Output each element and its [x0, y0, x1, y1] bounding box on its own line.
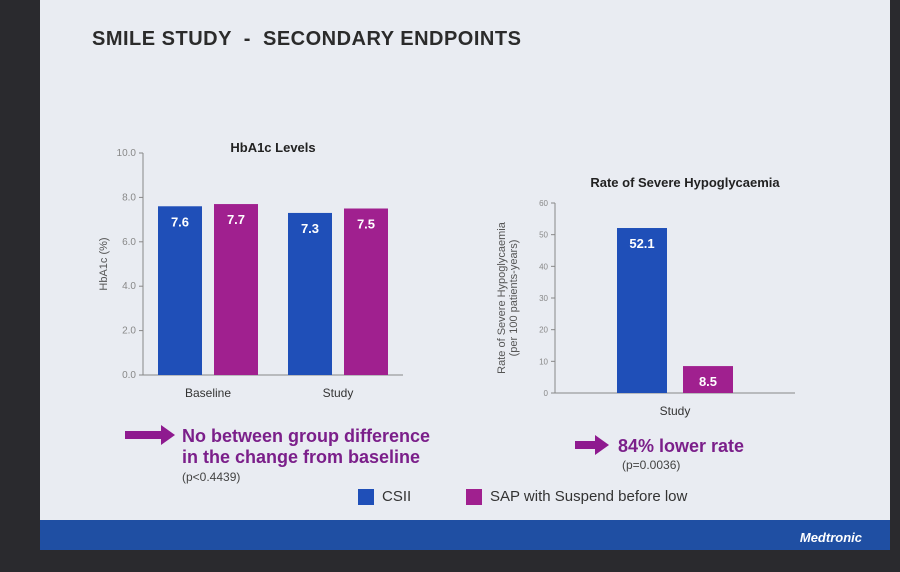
x-category-label: Baseline: [185, 386, 231, 400]
y-tick-label: 0.0: [122, 370, 136, 381]
legend-sap: SAP with Suspend before low: [466, 488, 687, 505]
bar-value-label: 52.1: [629, 236, 654, 251]
legend-label-sap: SAP with Suspend before low: [490, 488, 688, 505]
right-arrow-icon: [575, 435, 609, 455]
bar-csii: [158, 206, 202, 375]
bar-csii: [288, 212, 332, 375]
left-note: No between group difference in the chang…: [182, 426, 430, 468]
y-tick-label: 8.0: [122, 192, 136, 203]
y-tick-label: 30: [539, 294, 548, 303]
bar-value-label: 7.7: [227, 212, 245, 227]
y-tick-label: 10.0: [117, 148, 137, 159]
footer-bar: Medtronic: [40, 520, 890, 550]
legend-swatch-csii: [358, 488, 374, 505]
y-tick-label: 0: [544, 389, 549, 398]
bar-value-label: 7.6: [171, 214, 189, 229]
brand-logo: Medtronic: [799, 530, 862, 545]
left-p-value: (p<0.4439): [182, 470, 241, 484]
bar-value-label: 8.5: [699, 374, 717, 389]
left-arrow-icon: [125, 425, 175, 445]
y-tick-label: 6.0: [122, 237, 136, 248]
bar-sap: [683, 366, 733, 393]
slide: SMILE STUDY - SECONDARY ENDPOINTS HbA1c …: [40, 0, 890, 550]
right-p-value: (p=0.0036): [622, 458, 681, 472]
bar-value-label: 7.3: [301, 221, 319, 236]
legend-csii: CSII: [358, 488, 411, 505]
legend-label-csii: CSII: [382, 488, 412, 505]
y-tick-label: 10: [539, 357, 548, 366]
y-tick-label: 4.0: [122, 281, 136, 292]
left-note-line1: No between group difference: [182, 426, 431, 446]
bar-value-label: 7.5: [357, 217, 375, 232]
bar-sap: [214, 204, 258, 375]
hba1c-chart: HbA1c Levels 0.0 2.0 4.0 6.0 8.0 10.0 HbA1c (%)…: [98, 140, 403, 400]
bar-sap: [344, 208, 388, 375]
y-axis-label: Rate of Severe Hypoglycaemia: [496, 221, 508, 374]
y-tick-label: 20: [539, 326, 548, 335]
y-tick-label: 60: [539, 199, 548, 208]
chart-title: Rate of Severe Hypoglycaemia: [590, 175, 780, 190]
slide-title: SMILE STUDY - SECONDARY ENDPOINTS: [92, 28, 522, 50]
y-tick-label: 40: [539, 262, 548, 271]
y-tick-label: 50: [539, 231, 548, 240]
y-tick-label: 2.0: [122, 326, 136, 337]
x-category-label: Study: [323, 386, 354, 400]
hypoglycaemia-chart: Rate of Severe Hypoglycaemia 0 10 20 30 40 50 6…: [496, 175, 795, 418]
y-axis-label-2: (per 100 patients-years): [508, 240, 520, 357]
chart-title: HbA1c Levels: [230, 140, 315, 155]
bar-csii: [617, 228, 667, 393]
x-category-label: Study: [660, 404, 691, 418]
left-note-line2: in the change from baseline: [182, 447, 421, 467]
right-note: 84% lower rate: [618, 436, 745, 456]
legend-swatch-sap: [466, 488, 482, 505]
y-axis-label: HbA1c (%): [98, 237, 110, 290]
